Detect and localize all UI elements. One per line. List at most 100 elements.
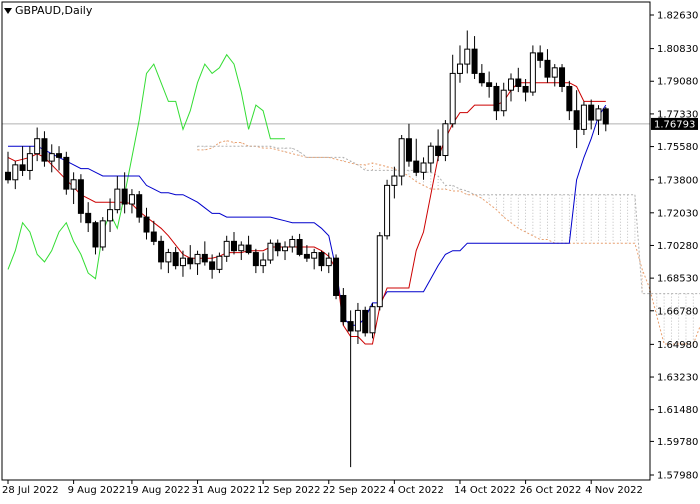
candle-body <box>385 185 390 235</box>
candle-body <box>180 258 185 265</box>
candles <box>6 30 609 467</box>
candle-body <box>261 260 266 266</box>
candle-body <box>596 109 601 120</box>
candle-body <box>188 258 193 264</box>
candle-body <box>516 79 521 86</box>
candle-body <box>538 53 543 60</box>
candle-body <box>428 146 433 163</box>
candle-body <box>268 243 273 260</box>
candle-body <box>13 165 18 180</box>
candle-body <box>501 90 506 111</box>
x-tick-label: 19 Aug 2022 <box>126 485 190 496</box>
candle-body <box>370 307 375 333</box>
ichimoku-cloud <box>198 141 700 344</box>
candle-body <box>122 189 127 204</box>
x-tick-label: 12 Sep 2022 <box>257 485 320 496</box>
candle-body <box>436 146 441 155</box>
candle-body <box>355 310 360 331</box>
candle-body <box>377 236 382 307</box>
candle-body <box>253 253 258 266</box>
candle-body <box>348 322 353 331</box>
candle-body <box>545 60 550 77</box>
candle-body <box>144 217 149 232</box>
x-tick-label: 9 Aug 2022 <box>68 485 126 496</box>
candle-body <box>603 109 608 124</box>
y-tick-label: 1.61480 <box>657 405 698 416</box>
candle-body <box>326 258 331 265</box>
candle-body <box>86 213 91 222</box>
candle-body <box>414 161 419 172</box>
y-tick-label: 1.72030 <box>657 208 698 219</box>
candle-body <box>589 105 594 120</box>
dropdown-triangle-icon[interactable] <box>4 8 12 14</box>
chart-title: GBPAUD,Daily <box>4 4 92 17</box>
candle-body <box>297 239 302 254</box>
candle-body <box>523 86 528 92</box>
candle-body <box>6 172 11 179</box>
candle-body <box>231 241 236 250</box>
candle-body <box>129 195 134 204</box>
y-tick-label: 1.59780 <box>657 437 698 448</box>
candle-body <box>472 49 477 73</box>
y-tick-label: 1.79080 <box>657 77 698 88</box>
candle-body <box>217 256 222 269</box>
candle-body <box>108 210 113 221</box>
candle-body <box>479 73 484 82</box>
candle-body <box>530 53 535 92</box>
candle-body <box>443 124 448 156</box>
current-price-label: 1.76793 <box>654 119 695 130</box>
candle-body <box>195 254 200 263</box>
tenkan-sen-line <box>8 83 606 344</box>
candle-body <box>20 165 25 171</box>
candle-body <box>35 139 40 154</box>
candle-body <box>137 195 142 217</box>
candle-body <box>78 180 83 214</box>
candle-body <box>71 180 76 189</box>
candle-body <box>93 223 98 247</box>
candle-body <box>224 241 229 256</box>
x-tick-label: 28 Jul 2022 <box>2 485 59 496</box>
x-tick-label: 14 Oct 2022 <box>454 485 516 496</box>
candle-body <box>159 241 164 262</box>
candle-body <box>115 189 120 210</box>
candle-body <box>202 254 207 261</box>
x-tick-label: 26 Oct 2022 <box>520 485 582 496</box>
candle-body <box>312 253 317 259</box>
candle-body <box>283 247 288 251</box>
x-tick-label: 22 Sep 2022 <box>323 485 386 496</box>
candle-body <box>465 49 470 64</box>
candle-body <box>42 139 47 161</box>
candle-body <box>574 111 579 130</box>
candle-body <box>210 262 215 269</box>
candle-body <box>392 176 397 185</box>
candle-body <box>406 139 411 161</box>
candle-body <box>399 139 404 176</box>
x-tick-label: 4 Oct 2022 <box>388 485 443 496</box>
current-price-marker: 1.76793 <box>651 118 698 130</box>
candle-body <box>421 163 426 172</box>
candle-body <box>246 245 251 252</box>
candle-body <box>457 64 462 73</box>
x-tick-label: 31 Aug 2022 <box>192 485 256 496</box>
candle-body <box>450 73 455 123</box>
candle-body <box>290 239 295 246</box>
y-tick-label: 1.68530 <box>657 274 698 285</box>
candle-body <box>581 105 586 129</box>
y-tick-label: 1.80830 <box>657 44 698 55</box>
candle-body <box>494 86 499 110</box>
y-tick-label: 1.57980 <box>657 471 698 482</box>
candle-body <box>509 79 514 90</box>
candle-body <box>100 221 105 247</box>
candle-body <box>304 254 309 258</box>
y-tick-label: 1.70280 <box>657 241 698 252</box>
candle-body <box>363 310 368 332</box>
chart-title-text: GBPAUD,Daily <box>15 4 92 17</box>
candle-body <box>49 154 54 161</box>
y-tick-label: 1.75580 <box>657 142 698 153</box>
senkou-span-b-line <box>198 146 700 293</box>
candle-body <box>27 154 32 171</box>
y-tick-label: 1.73800 <box>657 175 698 186</box>
y-tick-label: 1.63230 <box>657 373 698 384</box>
